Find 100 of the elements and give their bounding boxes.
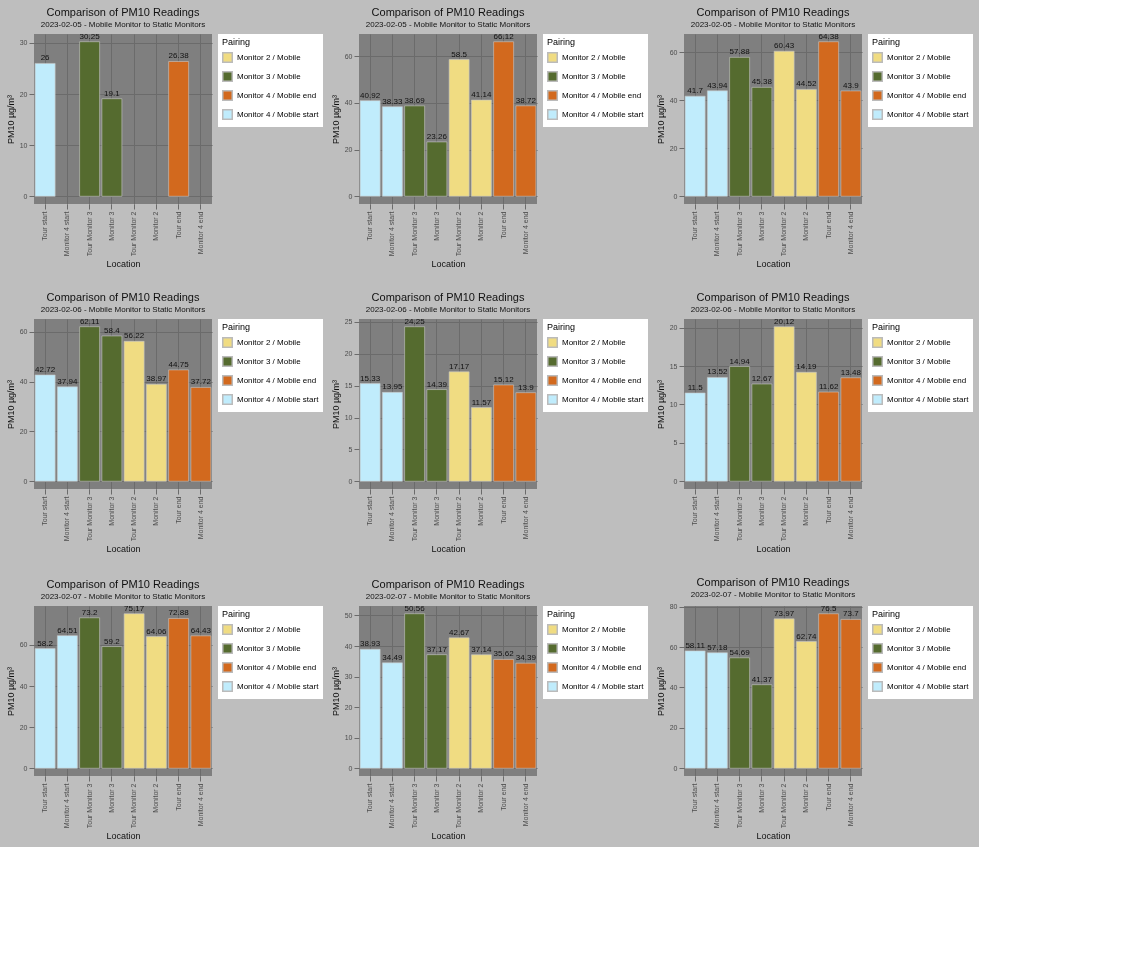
data-label: 34.49 — [382, 652, 403, 662]
data-label: 42.67 — [449, 627, 470, 637]
data-label: 58.2 — [37, 638, 54, 648]
legend-label: Monitor 3 / Mobile — [237, 71, 302, 81]
data-label: 54.69 — [729, 647, 751, 657]
data-label: 73.97 — [774, 608, 795, 618]
x-axis-title: Location — [756, 259, 791, 270]
legend-label: Monitor 4 / Mobile end — [562, 90, 642, 100]
legend-label: Monitor 4 / Mobile end — [887, 90, 967, 100]
chart-subtitle: 2023-02-06 - Mobile Monitor to Static Monitors — [690, 304, 856, 314]
y-axis-title: PM10 µg/m³ — [655, 94, 666, 145]
data-label: 73.7 — [843, 609, 860, 619]
y-axis-title: PM10 µg/m³ — [655, 379, 666, 430]
data-label: 20.12 — [774, 316, 795, 326]
data-label: 45.38 — [751, 77, 773, 87]
chart-title: Comparison of PM10 Readings — [696, 290, 850, 303]
chart-title: Comparison of PM10 Readings — [696, 5, 850, 18]
x-axis-title: Location — [106, 259, 141, 270]
legend-label: Monitor 4 / Mobile start — [562, 681, 645, 691]
legend-label: Monitor 4 / Mobile end — [237, 90, 317, 100]
legend-title: Pairing — [222, 322, 251, 332]
data-label: 19.1 — [104, 88, 121, 98]
legend-label: Monitor 3 / Mobile — [887, 71, 952, 81]
y-axis-title: PM10 µg/m³ — [5, 94, 16, 145]
chart-subtitle: 2023-02-07 - Mobile Monitor to Static Monitors — [690, 589, 856, 599]
data-label: 64.51 — [57, 625, 78, 635]
legend-title: Pairing — [222, 609, 251, 619]
chart-title: Comparison of PM10 Readings — [371, 577, 525, 590]
legend-label: Monitor 4 / Mobile end — [887, 662, 967, 672]
chart-subtitle: 2023-02-06 - Mobile Monitor to Static Monitors — [40, 304, 206, 314]
legend-label: Monitor 3 / Mobile — [237, 643, 302, 653]
data-label: 41.14 — [471, 90, 492, 100]
legend-label: Monitor 2 / Mobile — [887, 624, 952, 634]
legend-label: Monitor 3 / Mobile — [562, 71, 627, 81]
data-label: 13.52 — [707, 367, 728, 377]
data-label: 15.12 — [493, 374, 515, 384]
data-label: 62.11 — [79, 316, 100, 326]
data-label: 42.72 — [35, 364, 56, 374]
chart-title: Comparison of PM10 Readings — [696, 575, 850, 588]
y-axis-title: PM10 µg/m³ — [655, 666, 666, 717]
legend-title: Pairing — [547, 322, 576, 332]
legend-label: Monitor 4 / Mobile start — [237, 394, 320, 404]
data-label: 24.25 — [404, 316, 426, 326]
legend-label: Monitor 3 / Mobile — [887, 356, 952, 366]
data-label: 43.94 — [707, 80, 728, 90]
bar — [34, 63, 56, 197]
data-label: 62.74 — [796, 631, 817, 641]
data-label: 38.97 — [146, 374, 167, 384]
data-label: 14.19 — [796, 362, 817, 372]
legend-label: Monitor 2 / Mobile — [237, 337, 302, 347]
data-label: 11.57 — [471, 397, 492, 407]
data-label: 60.43 — [774, 41, 795, 51]
legend-title: Pairing — [222, 37, 251, 47]
data-label: 17.17 — [449, 361, 470, 371]
legend-label: Monitor 2 / Mobile — [887, 337, 952, 347]
data-label: 11.62 — [818, 382, 839, 392]
data-label: 26 — [40, 53, 51, 63]
data-label: 44.75 — [168, 359, 190, 369]
data-label: 13.95 — [382, 382, 403, 392]
chart-subtitle: 2023-02-05 - Mobile Monitor to Static Monitors — [40, 19, 206, 29]
chart-title: Comparison of PM10 Readings — [371, 5, 525, 18]
data-label: 76.5 — [820, 603, 837, 613]
legend-label: Monitor 4 / Mobile start — [887, 394, 970, 404]
data-label: 59.2 — [104, 636, 121, 646]
data-label: 23.26 — [426, 131, 448, 141]
legend-label: Monitor 2 / Mobile — [562, 624, 627, 634]
legend-label: Monitor 4 / Mobile end — [237, 662, 317, 672]
data-label: 58.5 — [451, 49, 468, 59]
legend-label: Monitor 4 / Mobile start — [562, 109, 645, 119]
legend-title: Pairing — [547, 609, 576, 619]
data-label: 64.43 — [190, 625, 212, 635]
data-label: 34.39 — [515, 653, 537, 663]
data-label: 37.94 — [57, 376, 78, 386]
legend-label: Monitor 4 / Mobile start — [237, 681, 320, 691]
data-label: 38.93 — [360, 639, 381, 649]
data-label: 15.33 — [360, 373, 381, 383]
y-axis-title: PM10 µg/m³ — [5, 666, 16, 717]
legend-label: Monitor 4 / Mobile end — [237, 375, 317, 385]
y-axis-title: PM10 µg/m³ — [330, 94, 341, 145]
legend-title: Pairing — [547, 37, 576, 47]
legend-label: Monitor 4 / Mobile end — [562, 662, 642, 672]
data-label: 41.37 — [751, 674, 773, 684]
data-label: 56.22 — [124, 331, 145, 341]
data-label: 73.2 — [81, 607, 98, 617]
data-label: 37.72 — [190, 377, 212, 387]
chart-title: Comparison of PM10 Readings — [371, 290, 525, 303]
x-axis-title: Location — [756, 831, 791, 842]
data-label: 57.88 — [729, 47, 751, 57]
data-label: 37.17 — [426, 644, 448, 654]
legend-label: Monitor 4 / Mobile start — [237, 109, 320, 119]
x-axis-title: Location — [106, 544, 141, 555]
chart-title: Comparison of PM10 Readings — [46, 290, 200, 303]
x-axis-title: Location — [431, 831, 466, 842]
bar — [168, 61, 189, 197]
y-axis-title: PM10 µg/m³ — [330, 379, 341, 430]
data-label: 64.38 — [818, 31, 840, 41]
legend-label: Monitor 4 / Mobile end — [887, 375, 967, 385]
data-label: 30.25 — [79, 31, 101, 41]
legend-label: Monitor 4 / Mobile start — [887, 109, 970, 119]
data-label: 26.38 — [168, 51, 190, 61]
